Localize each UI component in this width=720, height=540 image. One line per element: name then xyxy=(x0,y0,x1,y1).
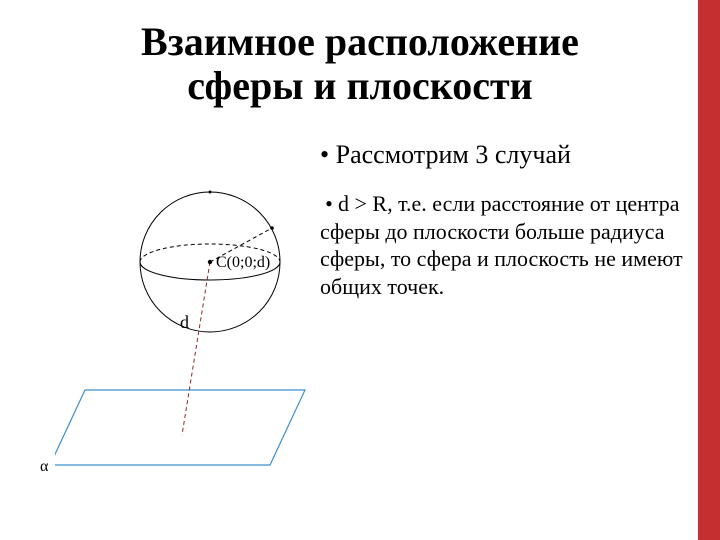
body-text: •d > R, т.е. если расстояние от центра с… xyxy=(320,190,690,300)
radius-endpoint-dot xyxy=(270,226,274,230)
title-line-1: Взаимное расположение xyxy=(80,20,640,64)
title-line-2: сферы и плоскости xyxy=(80,64,640,108)
subtitle-text: Рассмотрим 3 случай xyxy=(336,140,571,169)
diagram: С(0;0;d) d xyxy=(55,180,355,500)
subtitle: • Рассмотрим 3 случай xyxy=(320,140,700,170)
d-label: d xyxy=(180,312,189,333)
body-content: d > R, т.е. если расстояние от центра сф… xyxy=(320,191,683,299)
alpha-label: α xyxy=(40,458,48,476)
plane-polygon xyxy=(55,390,305,465)
subtitle-bullet: • xyxy=(320,140,329,169)
center-dot xyxy=(208,260,212,264)
accent-bar xyxy=(698,0,720,540)
diagram-svg xyxy=(55,180,355,500)
top-dot xyxy=(209,191,212,194)
center-label: С(0;0;d) xyxy=(216,254,270,272)
page-title: Взаимное расположение сферы и плоскости xyxy=(80,20,640,108)
